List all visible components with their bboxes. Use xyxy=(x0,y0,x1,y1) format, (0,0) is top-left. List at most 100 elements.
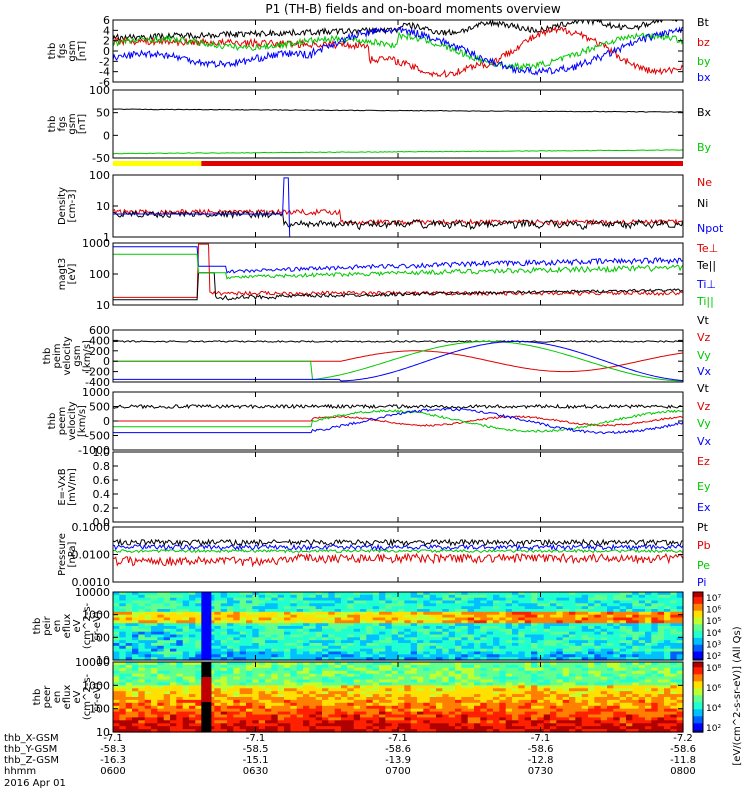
spectrogram-cell xyxy=(398,643,405,647)
spectrogram-cell xyxy=(562,711,570,716)
spectrogram-cell xyxy=(467,682,475,686)
spectrogram-cell xyxy=(657,626,665,630)
spectrogram-cell xyxy=(315,705,323,710)
spectrogram-cell xyxy=(664,708,671,713)
spectrogram-cell xyxy=(429,720,437,724)
spectrogram-cell xyxy=(214,717,222,721)
spectrogram-cell xyxy=(575,609,583,613)
spectrogram-cell xyxy=(113,594,120,599)
spectrogram-cell xyxy=(518,609,526,613)
spectrogram-cell xyxy=(252,697,260,701)
series-line-te-panel-4 xyxy=(113,272,684,301)
spectrogram-cell xyxy=(353,667,361,672)
spectrogram-cell xyxy=(505,634,513,638)
spectrogram-cell xyxy=(398,637,405,641)
spectrogram-cell xyxy=(227,611,234,616)
spectrogram-cell xyxy=(246,702,253,707)
spectrogram-cell xyxy=(398,648,405,653)
spectrogram-cell xyxy=(467,679,475,683)
spectrogram-cell xyxy=(531,717,538,721)
spectrogram-cell xyxy=(676,720,684,724)
spectrogram-cell xyxy=(480,606,488,610)
spectrogram-cell xyxy=(569,711,576,716)
colorbar-cell xyxy=(693,704,703,707)
spectrogram-cell xyxy=(676,640,684,644)
spectrogram-cell xyxy=(556,702,564,707)
ylabel-line: gsm xyxy=(72,345,83,366)
spectrogram-cell xyxy=(645,723,652,727)
spectrogram-cell xyxy=(138,717,146,721)
spectrogram-cell xyxy=(562,640,570,644)
spectrogram-cell xyxy=(277,682,285,686)
spectrogram-cell xyxy=(182,614,190,619)
spectrogram-cell xyxy=(442,643,450,647)
spectrogram-cell xyxy=(505,657,513,661)
spectrogram-cell xyxy=(334,603,342,607)
spectrogram-cell xyxy=(556,676,564,681)
spectrogram-cell xyxy=(379,667,386,672)
spectrogram-cell xyxy=(512,682,519,686)
spectrogram-cell xyxy=(233,662,241,666)
spectrogram-cell xyxy=(537,699,545,704)
spectrogram-cell xyxy=(575,720,583,724)
spectrogram-cell xyxy=(474,670,481,675)
spectrogram-cell xyxy=(588,620,595,624)
spectrogram-cell xyxy=(632,657,640,661)
spectrogram-cell xyxy=(271,711,279,716)
spectrogram-cell xyxy=(220,720,228,724)
spectrogram-cell xyxy=(417,623,424,627)
spectrogram-cell xyxy=(182,648,190,653)
spectrogram-cell xyxy=(480,708,488,713)
spectrogram-cell xyxy=(258,617,266,621)
spectrogram-cell xyxy=(328,614,336,619)
spectrogram-cell xyxy=(657,651,665,655)
spectrogram-cell xyxy=(144,611,152,616)
spectrogram-cell xyxy=(252,670,260,675)
spectrogram-cell xyxy=(518,603,526,607)
spectrogram-cell xyxy=(588,626,595,630)
spectrogram-cell xyxy=(537,651,545,655)
spectrogram-cell xyxy=(353,694,361,698)
spectrogram-cell xyxy=(664,645,671,650)
colorbar-cell xyxy=(693,705,703,709)
spectrogram-cell xyxy=(429,654,437,658)
spectrogram-cell xyxy=(638,634,646,638)
spectrogram-cell xyxy=(379,688,386,692)
spectrogram-cell xyxy=(353,685,361,689)
spectrogram-cell xyxy=(417,691,424,695)
spectrogram-cell xyxy=(417,654,424,658)
spectrogram-cell xyxy=(664,679,671,683)
spectrogram-cell xyxy=(632,705,640,710)
spectrogram-cell xyxy=(651,723,659,727)
spectrogram-cell xyxy=(284,723,291,727)
spectrogram-cell xyxy=(189,623,196,627)
spectrogram-cell xyxy=(157,723,165,727)
spectrogram-cell xyxy=(467,651,475,655)
spectrogram-cell xyxy=(664,699,671,704)
spectrogram-cell xyxy=(246,592,253,596)
colorbar-cell xyxy=(693,674,703,677)
spectrogram-cell xyxy=(303,620,310,624)
spectrogram-cell xyxy=(619,614,627,619)
spectrogram-cell xyxy=(239,691,247,695)
spectrogram-cell xyxy=(562,662,570,666)
spectrogram-cell xyxy=(170,723,177,727)
spectrogram-cell xyxy=(550,694,557,698)
spectrogram-cell xyxy=(233,685,241,689)
spectrogram-cell xyxy=(651,697,659,701)
spectrogram-cell xyxy=(258,640,266,644)
spectrogram-cell xyxy=(315,600,323,604)
spectrogram-cell xyxy=(309,673,317,678)
spectrogram-cell xyxy=(480,691,488,695)
spectrogram-cell xyxy=(125,699,133,704)
ytick-label: 10 xyxy=(96,299,110,312)
spectrogram-cell xyxy=(233,597,241,602)
spectrogram-cell xyxy=(575,623,583,627)
spectrogram-cell xyxy=(233,617,241,621)
spectrogram-cell xyxy=(366,720,374,724)
spectrogram-cell xyxy=(195,673,203,678)
spectrogram-cell xyxy=(600,651,608,655)
spectrogram-cell xyxy=(638,609,646,613)
spectrogram-cell xyxy=(385,600,393,604)
spectrogram-cell xyxy=(670,723,678,727)
